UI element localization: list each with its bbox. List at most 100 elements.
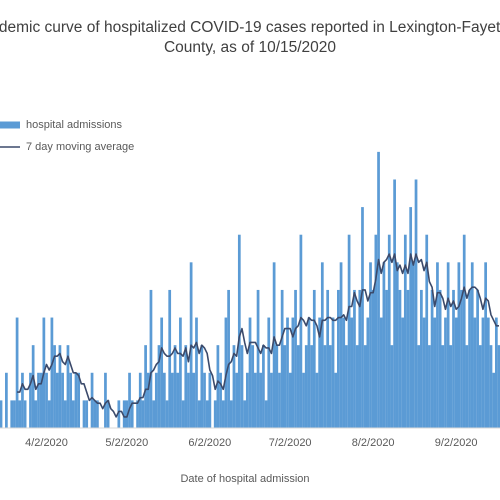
bar	[162, 372, 166, 428]
bar	[428, 345, 431, 428]
bar	[168, 289, 172, 428]
bar	[141, 400, 145, 428]
bar	[470, 262, 474, 428]
bar	[270, 372, 273, 428]
bar	[460, 289, 463, 428]
bar	[205, 400, 209, 428]
bar	[245, 372, 249, 428]
bar	[318, 317, 322, 428]
bar	[296, 345, 300, 428]
chart-title: County, as of 10/15/2020	[164, 39, 336, 56]
bar	[251, 345, 255, 428]
bar	[401, 317, 405, 428]
bar	[237, 234, 241, 428]
bar	[331, 317, 335, 428]
bar	[272, 262, 276, 428]
bar	[355, 345, 359, 428]
bar	[157, 345, 161, 428]
bar	[457, 262, 461, 428]
bar	[441, 345, 445, 428]
bar	[152, 400, 156, 428]
bar	[411, 262, 415, 428]
bar	[433, 317, 437, 428]
bar	[229, 400, 233, 428]
bar	[478, 345, 482, 428]
bar	[181, 400, 185, 428]
bar	[345, 345, 348, 428]
bar	[379, 317, 383, 428]
bar	[310, 345, 313, 428]
bar	[45, 372, 48, 428]
bar	[497, 345, 500, 428]
bar	[5, 372, 8, 428]
bar	[21, 372, 24, 428]
bar	[286, 317, 289, 428]
bar	[179, 317, 182, 428]
bar	[267, 317, 271, 428]
bar	[74, 372, 78, 428]
bar	[438, 289, 442, 428]
bar	[136, 400, 139, 428]
bar	[353, 289, 356, 428]
legend-label: 7 day moving average	[26, 141, 134, 153]
bar	[326, 289, 330, 428]
bar	[390, 345, 394, 428]
bar	[82, 400, 86, 428]
bar	[420, 289, 423, 428]
moving-average-line	[17, 253, 499, 418]
bar	[406, 289, 410, 428]
bar	[85, 400, 89, 428]
bar	[302, 372, 305, 428]
x-tick-label: 4/2/2020	[25, 437, 68, 449]
bar	[307, 317, 311, 428]
bar	[398, 289, 402, 428]
bar	[382, 262, 386, 428]
bar	[395, 262, 399, 428]
bar	[125, 400, 129, 428]
bar	[208, 372, 212, 428]
bar	[476, 289, 479, 428]
bar	[454, 317, 458, 428]
bar	[176, 372, 180, 428]
bar	[299, 234, 303, 428]
bar	[369, 262, 372, 428]
bar	[358, 289, 362, 428]
legend-label: hospital admissions	[26, 119, 122, 131]
bar	[55, 372, 59, 428]
bar	[262, 345, 265, 428]
bar	[130, 400, 134, 428]
bar	[122, 400, 126, 428]
bar	[422, 317, 426, 428]
bar	[50, 317, 54, 428]
bar	[37, 372, 40, 428]
x-tick-label: 8/2/2020	[352, 437, 395, 449]
bar	[449, 345, 453, 428]
x-tick-label: 5/2/2020	[105, 437, 148, 449]
bar	[58, 345, 62, 428]
bar	[294, 289, 297, 428]
bar	[53, 345, 56, 428]
bar	[444, 317, 447, 428]
bar	[200, 345, 204, 428]
bar	[312, 289, 316, 428]
x-tick-label: 7/2/2020	[269, 437, 312, 449]
bar	[173, 345, 177, 428]
bar	[425, 234, 429, 428]
bar	[184, 345, 188, 428]
bar	[31, 345, 35, 428]
bar	[264, 400, 268, 428]
bar	[197, 400, 201, 428]
bar	[29, 372, 32, 428]
bar	[165, 400, 169, 428]
bar	[350, 317, 354, 428]
bar	[216, 345, 220, 428]
bar	[146, 372, 150, 428]
bar	[387, 234, 391, 428]
bar	[235, 372, 239, 428]
bar	[240, 345, 244, 428]
bar	[23, 400, 27, 428]
x-tick-label: 6/2/2020	[188, 437, 231, 449]
bar	[393, 179, 396, 428]
bar	[436, 262, 439, 428]
